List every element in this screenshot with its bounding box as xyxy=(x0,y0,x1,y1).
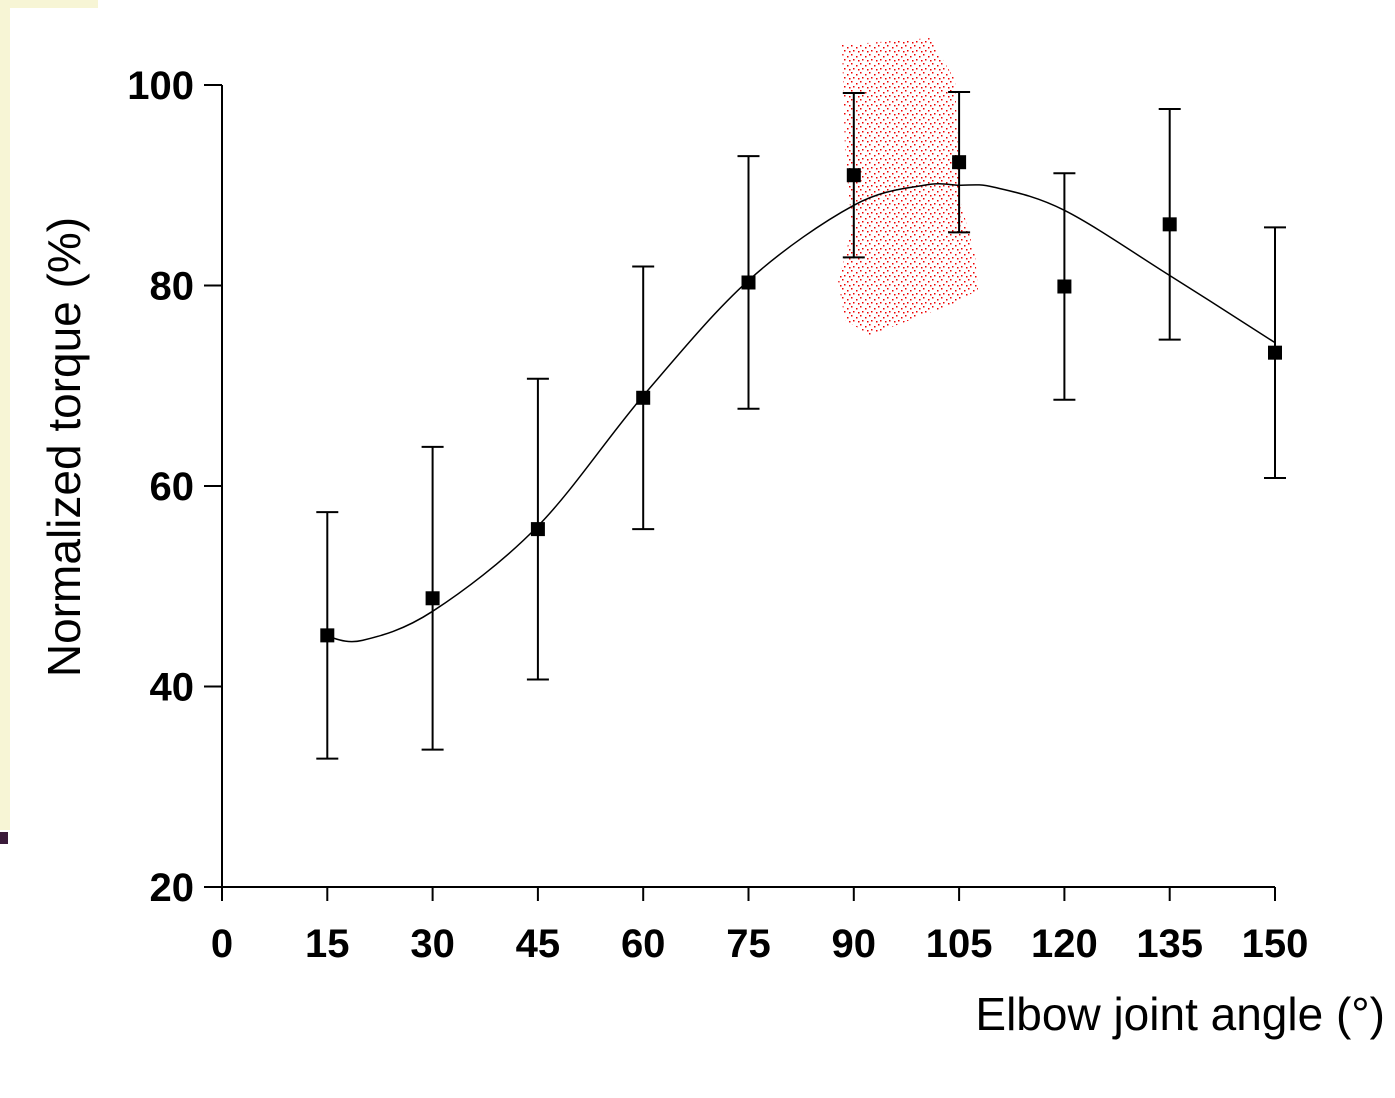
data-point xyxy=(1057,279,1072,294)
fit-curve xyxy=(327,182,1276,643)
x-tick-label: 45 xyxy=(516,922,561,966)
y-axis-title: Normalized torque (%) xyxy=(38,217,90,677)
frame-strip xyxy=(0,0,10,830)
data-point xyxy=(846,168,861,183)
frame-strip xyxy=(0,0,98,8)
y-tick-label: 100 xyxy=(127,64,194,108)
x-tick-label: 90 xyxy=(832,922,877,966)
y-tick-label: 80 xyxy=(150,265,195,309)
data-point xyxy=(320,628,335,643)
data-point xyxy=(741,275,756,290)
y-tick-label: 60 xyxy=(150,465,195,509)
y-tick-label: 40 xyxy=(150,666,195,710)
data-point xyxy=(636,390,651,405)
data-point xyxy=(530,522,545,537)
x-tick-label: 135 xyxy=(1136,922,1203,966)
x-axis-title: Elbow joint angle (°) xyxy=(975,988,1385,1040)
x-tick-label: 30 xyxy=(410,922,455,966)
frame-mark xyxy=(0,832,8,844)
x-tick-label: 120 xyxy=(1031,922,1098,966)
x-tick-label: 75 xyxy=(726,922,771,966)
x-tick-label: 105 xyxy=(926,922,993,966)
data-point xyxy=(425,591,440,606)
data-point xyxy=(1268,345,1282,360)
data-point xyxy=(1162,217,1177,232)
x-tick-label: 0 xyxy=(211,922,233,966)
x-tick-label: 150 xyxy=(1242,922,1309,966)
data-point xyxy=(952,155,967,170)
x-tick-label: 60 xyxy=(621,922,666,966)
x-tick-label: 15 xyxy=(305,922,350,966)
y-tick-label: 20 xyxy=(150,866,195,910)
red-annotation xyxy=(838,38,978,335)
